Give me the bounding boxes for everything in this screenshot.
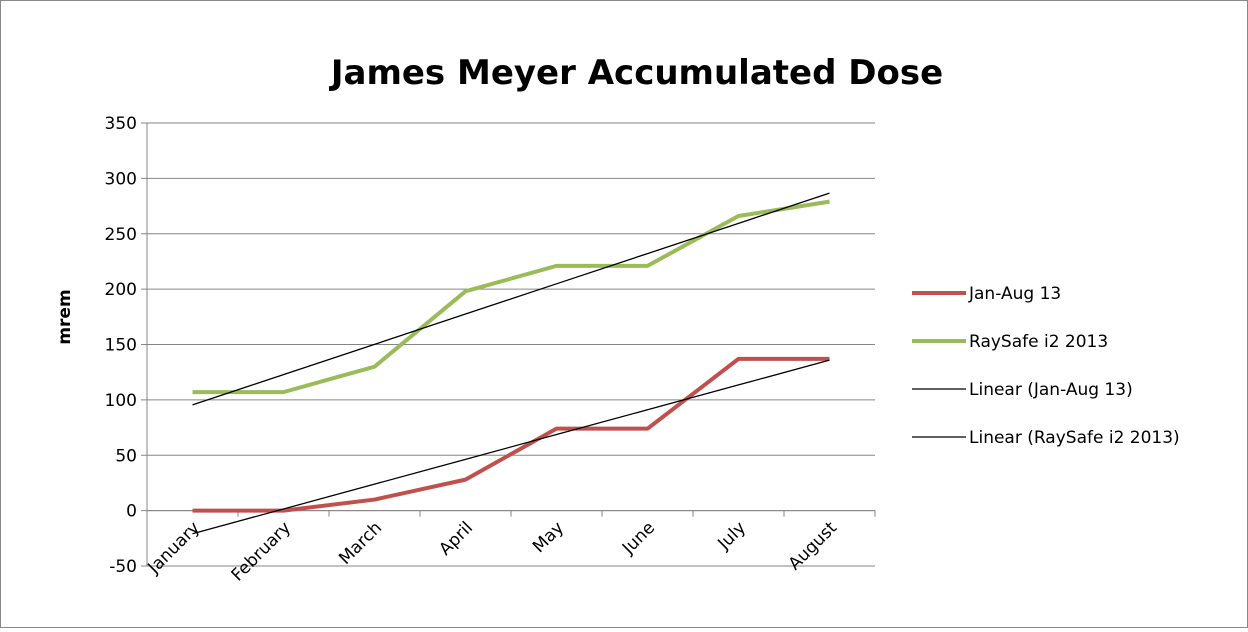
- y-tick-label: 50: [115, 446, 137, 466]
- y-tick-label: 100: [105, 391, 137, 411]
- y-tick-label: 150: [105, 336, 137, 356]
- legend-label: Linear (Jan-Aug 13): [969, 380, 1133, 400]
- legend-label: Jan-Aug 13: [968, 284, 1061, 304]
- y-tick-label: 300: [105, 169, 137, 189]
- legend-label: RaySafe i2 2013: [969, 332, 1108, 352]
- series-line: [192, 192, 830, 406]
- y-tick-label: 350: [105, 114, 137, 134]
- y-tick-label: 0: [126, 502, 137, 522]
- series-line: [192, 356, 830, 513]
- chart-title: James Meyer Accumulated Dose: [329, 53, 943, 93]
- series-line: [192, 199, 830, 395]
- series-line: [192, 359, 830, 535]
- y-tick-label: -50: [109, 557, 137, 577]
- y-tick-label: 250: [105, 225, 137, 245]
- legend-label: Linear (RaySafe i2 2013): [969, 428, 1180, 448]
- y-tick-label: 200: [105, 280, 137, 300]
- y-axis-label: mrem: [55, 289, 75, 344]
